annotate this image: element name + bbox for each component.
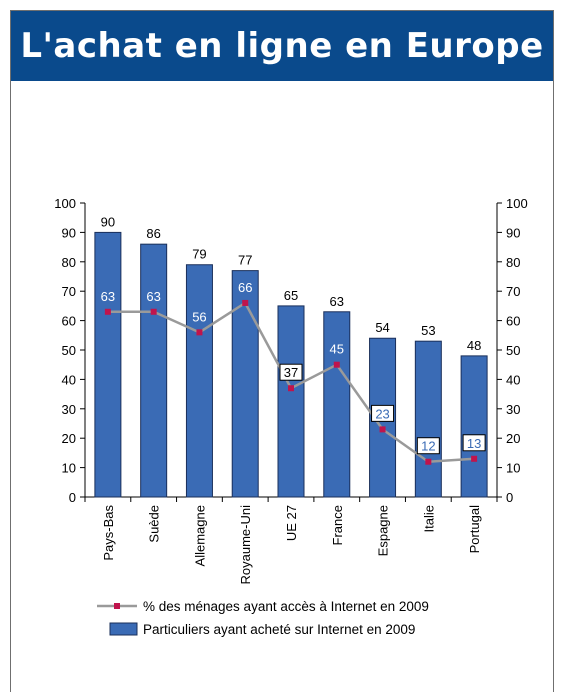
line-point bbox=[333, 361, 340, 368]
line-value-label: 13 bbox=[467, 436, 481, 451]
y-tick-label-right: 50 bbox=[506, 343, 520, 358]
line-value-label: 63 bbox=[146, 289, 160, 304]
line-value-label: 66 bbox=[238, 280, 252, 295]
line-value-box bbox=[462, 434, 486, 452]
y-tick-label-right: 20 bbox=[506, 431, 520, 446]
line-value-label: 63 bbox=[101, 289, 115, 304]
y-tick-label-left: 70 bbox=[62, 284, 76, 299]
bar-value-label: 79 bbox=[192, 247, 206, 262]
y-tick-label-left: 40 bbox=[62, 372, 76, 387]
y-tick-label-right: 30 bbox=[506, 402, 520, 417]
category-label: Suède bbox=[147, 505, 162, 543]
bar-value-label: 63 bbox=[330, 294, 344, 309]
page-title: L'achat en ligne en Europe bbox=[20, 26, 544, 66]
bar-value-label: 77 bbox=[238, 253, 252, 268]
line-value-label: 56 bbox=[192, 309, 206, 324]
y-tick-label-left: 10 bbox=[62, 461, 76, 476]
bar bbox=[323, 311, 351, 498]
bar bbox=[94, 231, 122, 498]
bar-value-label: 86 bbox=[146, 226, 160, 241]
line-point bbox=[104, 308, 111, 315]
y-tick-label-right: 90 bbox=[506, 225, 520, 240]
y-tick-label-left: 100 bbox=[54, 196, 76, 211]
line-point bbox=[379, 426, 386, 433]
line-point bbox=[242, 299, 249, 306]
category-label: UE 27 bbox=[284, 505, 299, 541]
line-point bbox=[425, 458, 432, 465]
y-tick-label-right: 0 bbox=[506, 490, 513, 505]
bar bbox=[277, 305, 305, 498]
bar bbox=[140, 243, 168, 498]
line-value-label: 23 bbox=[375, 406, 389, 421]
y-tick-label-right: 70 bbox=[506, 284, 520, 299]
title-banner: L'achat en ligne en Europe bbox=[11, 11, 553, 81]
line-point bbox=[288, 385, 294, 392]
legend-line-label: % des ménages ayant accès à Internet en … bbox=[143, 599, 429, 614]
line-point bbox=[150, 308, 157, 315]
line-value-label: 37 bbox=[284, 365, 298, 380]
bar-value-label: 65 bbox=[284, 288, 298, 303]
category-label: Portugal bbox=[467, 505, 482, 554]
y-tick-label-left: 80 bbox=[62, 255, 76, 270]
y-tick-label-right: 40 bbox=[506, 372, 520, 387]
category-label: Royaume-Uni bbox=[238, 505, 253, 585]
y-tick-label-left: 30 bbox=[62, 402, 76, 417]
line-value-box bbox=[416, 437, 440, 455]
category-label: France bbox=[330, 505, 345, 545]
y-tick-label-right: 10 bbox=[506, 461, 520, 476]
bar bbox=[460, 355, 488, 498]
bar-value-label: 48 bbox=[467, 338, 481, 353]
line-value-label: 45 bbox=[330, 342, 344, 357]
legend-bar-swatch bbox=[109, 622, 138, 636]
y-tick-label-left: 0 bbox=[69, 490, 76, 505]
y-tick-label-left: 20 bbox=[62, 431, 76, 446]
category-label: Allemagne bbox=[192, 505, 207, 566]
y-tick-label-right: 60 bbox=[506, 314, 520, 329]
y-tick-label-left: 60 bbox=[62, 314, 76, 329]
line-point bbox=[196, 329, 203, 336]
y-tick-label-right: 100 bbox=[506, 196, 528, 211]
line-value-box bbox=[279, 363, 303, 381]
bar-value-label: 90 bbox=[101, 214, 115, 229]
line-point bbox=[471, 455, 478, 462]
y-tick-label-left: 90 bbox=[62, 225, 76, 240]
legend-line-marker bbox=[114, 603, 120, 609]
bar bbox=[414, 340, 442, 498]
category-label: Pays-Bas bbox=[101, 505, 116, 561]
bar-value-label: 54 bbox=[375, 320, 389, 335]
category-label: Espagne bbox=[376, 505, 391, 556]
legend-bar-label: Particuliers ayant acheté sur Internet e… bbox=[143, 622, 415, 637]
bar-value-label: 53 bbox=[421, 323, 435, 338]
line-value-label: 12 bbox=[421, 439, 435, 454]
line-value-box bbox=[371, 404, 395, 422]
y-tick-label-right: 80 bbox=[506, 255, 520, 270]
category-label: Italie bbox=[421, 505, 436, 532]
y-tick-label-left: 50 bbox=[62, 343, 76, 358]
bar bbox=[185, 264, 213, 498]
